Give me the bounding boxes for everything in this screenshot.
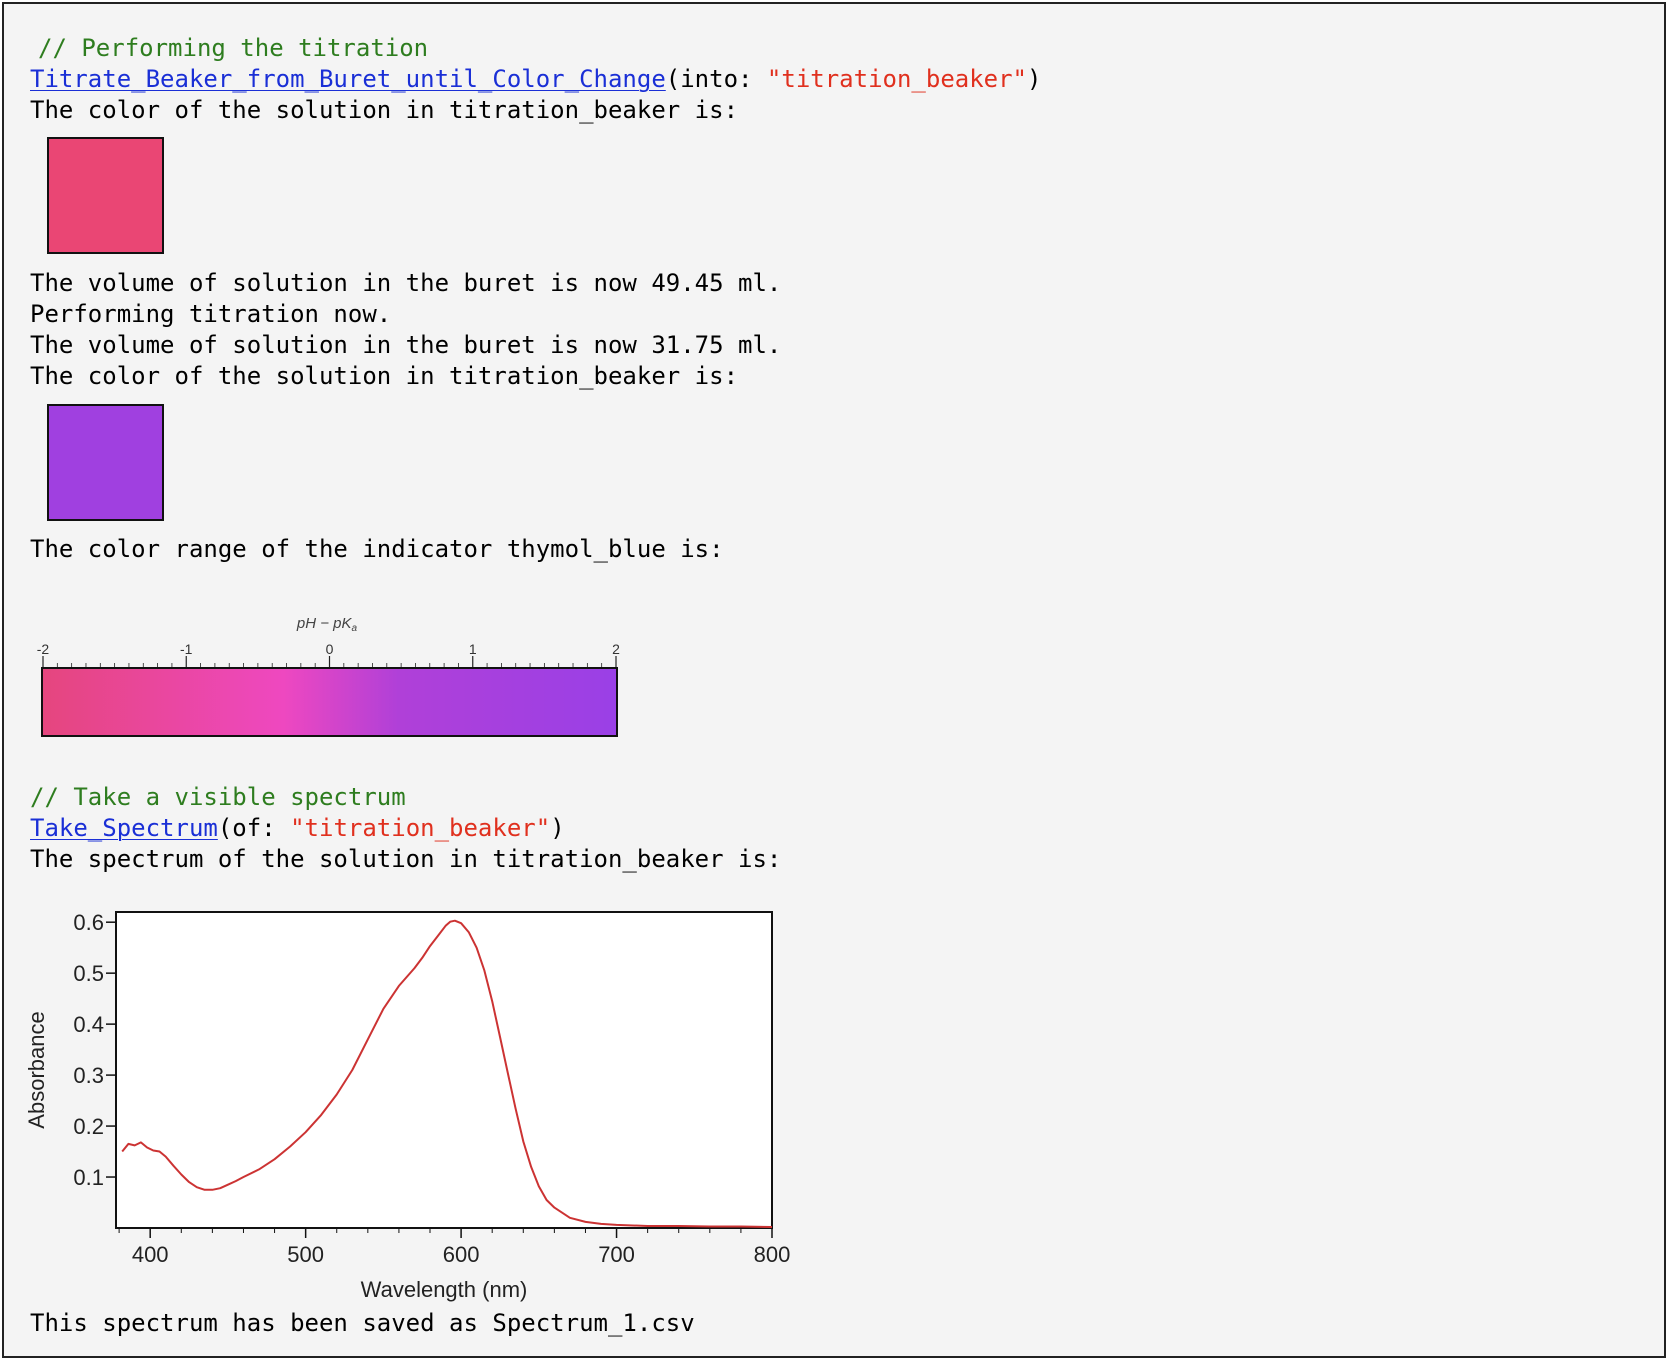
spectrum-arg-string: "titration_beaker" (290, 814, 551, 842)
color-swatch-initial (47, 137, 164, 254)
titration-comment: // Performing the titration (38, 34, 429, 62)
color-output-line-1: The color of the solution in titration_b… (30, 96, 739, 124)
y-axis-ticks: 0.1 0.2 0.3 0.4 0.5 0.6 (73, 910, 116, 1190)
y-tick-label: 0.1 (73, 1165, 104, 1190)
spectrum-saved-line: This spectrum has been saved as Spectrum… (30, 1309, 695, 1337)
x-tick-label: 400 (132, 1242, 169, 1267)
spectrum-arg-prefix: (of: (217, 814, 291, 842)
y-tick-label: 0.6 (73, 910, 104, 935)
spectrum-comment: // Take a visible spectrum (30, 783, 406, 811)
take-spectrum-function-name[interactable]: Take_Spectrum (30, 814, 218, 842)
indicator-gradient-bar (41, 667, 618, 737)
tick-label: 2 (612, 641, 620, 657)
color-swatch-endpoint (47, 404, 164, 521)
titrate-function-name[interactable]: Titrate_Beaker_from_Buret_until_Color_Ch… (30, 65, 666, 93)
y-tick-label: 0.2 (73, 1114, 104, 1139)
spectrum-chart: 0.1 0.2 0.3 0.4 0.5 0.6 400 500 600 700 800 Absor… (24, 894, 804, 1313)
titrate-arg-string: "titration_beaker" (766, 65, 1028, 93)
spectrum-chart-svg: 0.1 0.2 0.3 0.4 0.5 0.6 400 500 600 700 800 Absor… (24, 910, 791, 1302)
absorbance-series-line (121, 919, 773, 1228)
ph-pka-axis-label: pH − pKa (296, 615, 358, 634)
performing-titration-line: Performing titration now. (30, 300, 392, 328)
indicator-color-range: pH − pKa -2 -1 0 1 2 (32, 604, 632, 739)
tick-label: 1 (469, 641, 477, 657)
x-tick-label: 700 (598, 1242, 635, 1267)
color-output-line-2: The color of the solution in titration_b… (30, 362, 739, 390)
titration-command: Titrate_Beaker_from_Buret_until_Color_Ch… (30, 63, 1041, 95)
titrate-arg-suffix: ) (1027, 65, 1042, 93)
spectrum-command: Take_Spectrum(of: "titration_beaker") (30, 812, 565, 844)
spectrum-arg-suffix: ) (550, 814, 565, 842)
plot-area (115, 911, 773, 1229)
x-tick-label: 500 (287, 1242, 324, 1267)
y-axis-label: Absorbance (24, 1011, 49, 1128)
y-tick-label: 0.4 (73, 1012, 104, 1037)
x-tick-label: 600 (443, 1242, 480, 1267)
indicator-scale-svg: pH − pKa -2 -1 0 1 2 (37, 615, 620, 737)
indicator-range-line: The color range of the indicator thymol_… (30, 535, 724, 563)
volume-output-line-2: The volume of solution in the buret is n… (30, 331, 782, 359)
x-axis-ticks: 400 500 600 700 800 (118, 1228, 791, 1267)
tick-label: -2 (37, 641, 50, 657)
tick-label: -1 (180, 641, 193, 657)
titrate-arg-prefix: (into: (665, 65, 767, 93)
ph-pka-ticks: -2 -1 0 1 2 (37, 641, 620, 668)
volume-output-line-1: The volume of solution in the buret is n… (30, 269, 782, 297)
tick-label: 0 (326, 641, 334, 657)
y-tick-label: 0.3 (73, 1063, 104, 1088)
x-tick-label: 800 (754, 1242, 791, 1267)
y-tick-label: 0.5 (73, 961, 104, 986)
spectrum-result-line: The spectrum of the solution in titratio… (30, 845, 782, 873)
x-axis-label: Wavelength (nm) (361, 1277, 528, 1302)
